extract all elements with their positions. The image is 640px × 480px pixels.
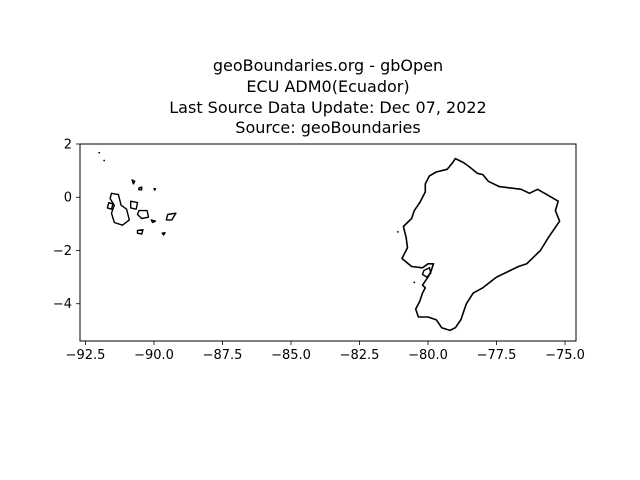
galapagos-island-boundary — [106, 201, 114, 210]
mainland-boundary — [401, 157, 561, 332]
x-tick-label: −75.0 — [545, 348, 585, 363]
title-line-attribution: Source: geoBoundaries — [235, 118, 421, 138]
puna-island-boundary — [421, 266, 432, 278]
islet-marker — [103, 159, 106, 162]
x-tick-label: −92.5 — [66, 348, 106, 363]
y-tick-label: −2 — [53, 244, 72, 259]
y-tick-label: 2 — [64, 138, 72, 153]
title-line-country: ECU ADM0(Ecuador) — [246, 76, 410, 96]
y-tick-label: −4 — [53, 297, 72, 312]
x-tick-label: −82.5 — [340, 348, 380, 363]
galapagos-island-boundary — [138, 186, 143, 191]
islet-marker — [413, 281, 416, 284]
galapagos-island-boundary — [153, 188, 157, 191]
galapagos-island-boundary — [161, 232, 166, 236]
islet-marker — [396, 230, 399, 233]
map-title: geoBoundaries.org - gbOpen ECU ADM0(Ecua… — [0, 56, 640, 139]
title-line-update: Last Source Data Update: Dec 07, 2022 — [169, 97, 487, 117]
x-tick-label: −90.0 — [134, 348, 174, 363]
galapagos-island-boundary — [150, 219, 157, 224]
galapagos-island-boundary — [136, 209, 150, 220]
x-tick-label: −77.5 — [477, 348, 517, 363]
title-line-source: geoBoundaries.org - gbOpen — [212, 56, 444, 75]
x-tick-label: −85.0 — [271, 348, 311, 363]
x-tick-label: −80.0 — [408, 348, 448, 363]
islet-marker — [98, 151, 101, 154]
galapagos-island-boundary — [130, 200, 139, 210]
y-tick-label: 0 — [64, 191, 72, 206]
map-plot-area — [98, 151, 561, 332]
galapagos-island-boundary — [131, 179, 136, 185]
axes-frame — [79, 143, 577, 342]
x-axis: −92.5 −90.0 −87.5 −85.0 −82.5 −80.0 −77.5 −75.0 — [66, 341, 585, 363]
galapagos-island-boundary — [109, 192, 130, 226]
galapagos-island-boundary — [165, 212, 177, 221]
galapagos-island-boundary — [136, 229, 144, 235]
y-axis: 2 0 −2 −4 — [53, 138, 80, 312]
x-tick-label: −87.5 — [203, 348, 243, 363]
